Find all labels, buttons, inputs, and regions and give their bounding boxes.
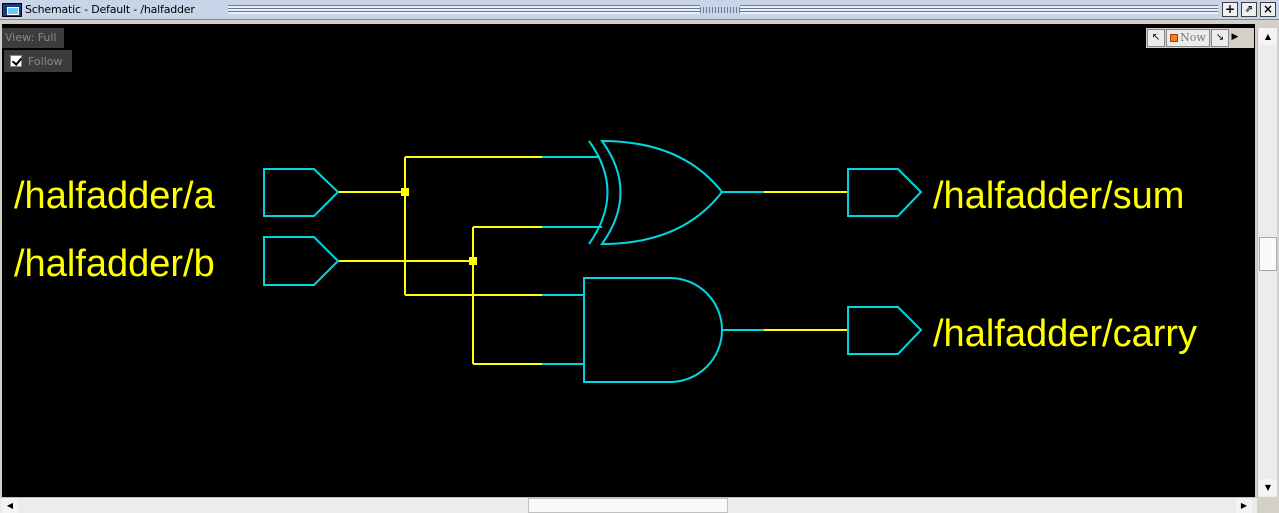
next-event-icon[interactable]: ↘ (1211, 29, 1229, 47)
label-output-carry[interactable]: /halfadder/carry (933, 313, 1197, 355)
title-bar[interactable]: Schematic - Default - /halfadder + ⇗ × (0, 0, 1279, 20)
now-indicator-icon (1170, 34, 1179, 42)
wires (338, 156, 848, 365)
follow-checkbox[interactable] (10, 55, 22, 67)
label-input-a[interactable]: /halfadder/a (14, 175, 216, 217)
input-port-b[interactable] (263, 236, 340, 286)
input-port-a[interactable] (263, 168, 340, 217)
output-port-carry[interactable] (847, 306, 923, 355)
output-port-sum[interactable] (847, 168, 923, 217)
xor-gate[interactable] (588, 139, 724, 246)
now-label: Now (1180, 31, 1206, 44)
title-grip-right[interactable] (740, 5, 1218, 14)
junction-a[interactable] (401, 188, 409, 196)
xor-gate-extra-curve (588, 140, 609, 245)
schematic-diagram[interactable]: /halfadder/a /halfadder/b /halfadder/sum… (2, 24, 1255, 497)
vertical-scroll-thumb[interactable] (1259, 237, 1277, 271)
time-toolbar: ↖ Now ↘ ▶ (1146, 28, 1254, 48)
label-input-b[interactable]: /halfadder/b (14, 243, 215, 285)
horizontal-scrollbar[interactable]: ◀ ▶ (0, 497, 1257, 513)
xor-gate-body (600, 139, 724, 246)
vertical-scrollbar[interactable]: ▲ ▼ (1257, 28, 1277, 497)
add-window-button[interactable]: + (1222, 2, 1238, 17)
close-button[interactable]: × (1260, 2, 1276, 17)
scroll-up-icon[interactable]: ▲ (1259, 28, 1277, 45)
and-gate-body (583, 277, 723, 383)
schematic-app-icon[interactable] (2, 3, 22, 17)
scroll-down-icon[interactable]: ▼ (1259, 479, 1277, 496)
junction-b[interactable] (469, 257, 477, 265)
title-grip-handle[interactable] (700, 7, 740, 13)
scroll-left-icon[interactable]: ◀ (2, 498, 18, 513)
scroll-right-icon[interactable]: ▶ (1236, 498, 1252, 513)
now-button[interactable]: Now (1166, 29, 1210, 47)
label-output-sum[interactable]: /halfadder/sum (933, 175, 1184, 217)
and-gate[interactable] (583, 277, 723, 383)
undock-button[interactable]: ⇗ (1241, 2, 1257, 17)
play-icon[interactable]: ▶ (1231, 32, 1239, 42)
horizontal-scroll-thumb[interactable] (528, 498, 728, 513)
window-title: Schematic - Default - /halfadder (25, 3, 195, 16)
title-grip-left[interactable] (228, 5, 700, 14)
follow-toggle[interactable]: Follow (4, 50, 72, 72)
previous-event-icon[interactable]: ↖ (1147, 29, 1165, 47)
view-mode-label: View: Full (2, 28, 64, 48)
scrollbar-corner (1257, 497, 1279, 513)
follow-label: Follow (28, 55, 63, 68)
schematic-canvas[interactable]: /halfadder/a /halfadder/b /halfadder/sum… (2, 24, 1255, 497)
